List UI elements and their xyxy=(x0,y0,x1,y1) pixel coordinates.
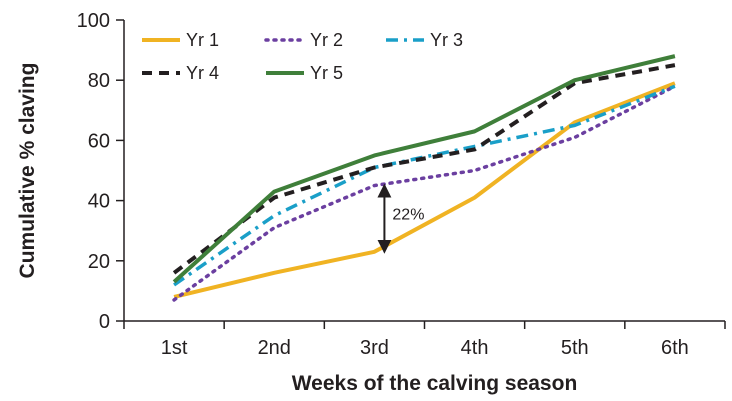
legend: Yr 1 Yr 2 Yr 3 Yr 4 Yr 5 xyxy=(142,30,463,83)
x-tick-label: 2nd xyxy=(258,337,291,359)
legend-label-yr-1: Yr 1 xyxy=(186,30,219,50)
legend-label-yr-2: Yr 2 xyxy=(310,30,343,50)
legend-label-yr-4: Yr 4 xyxy=(186,63,219,83)
y-tick-label: 60 xyxy=(88,130,110,152)
series-line-yr-5 xyxy=(172,54,676,284)
x-tick-label: 3rd xyxy=(360,337,389,359)
legend-label-yr-3: Yr 3 xyxy=(430,30,463,50)
annotation-layer: 22% xyxy=(377,183,424,254)
x-axis-title: Weeks of the calving season xyxy=(292,372,578,395)
legend-label-yr-5: Yr 5 xyxy=(310,63,343,83)
x-tick-label: 6th xyxy=(661,337,689,359)
x-axis: 1st 2nd 3rd 4th 5th 6th xyxy=(123,320,726,359)
difference-label: 22% xyxy=(392,207,424,224)
y-tick-label: 40 xyxy=(88,191,110,213)
y-axis-title: Cumulative % claving xyxy=(16,63,39,279)
y-tick-label: 80 xyxy=(88,70,110,92)
y-tick-label: 0 xyxy=(99,311,110,333)
series-line-yr-2 xyxy=(172,84,677,302)
y-tick-label: 100 xyxy=(77,10,110,32)
x-tick-label: 4th xyxy=(461,337,489,359)
y-axis: 0 20 40 60 80 100 xyxy=(77,10,125,333)
x-ticks: 1st 2nd 3rd 4th 5th 6th xyxy=(123,321,726,359)
series-line-yr-1 xyxy=(173,81,676,299)
x-tick-label: 5th xyxy=(561,337,589,359)
series-layer xyxy=(172,54,677,302)
series-line-yr-4 xyxy=(172,63,676,275)
series-line-yr-3 xyxy=(173,84,676,287)
x-tick-label: 1st xyxy=(161,337,188,359)
y-tick-label: 20 xyxy=(88,251,110,273)
y-ticks: 0 20 40 60 80 100 xyxy=(77,10,124,333)
